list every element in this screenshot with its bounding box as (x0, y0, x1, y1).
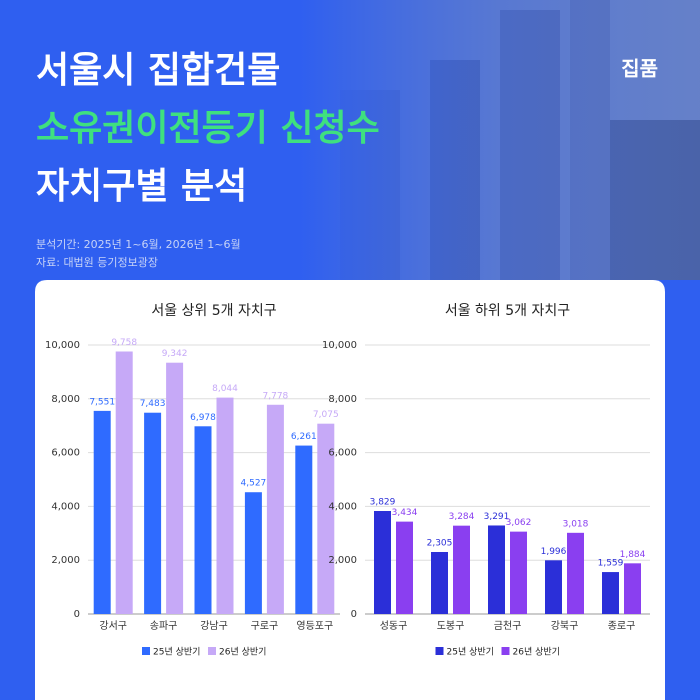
bar (545, 560, 562, 614)
value-label: 1,884 (620, 550, 646, 560)
value-label: 3,062 (506, 518, 532, 528)
bar (295, 445, 313, 614)
chart-title: 서울 하위 5개 자치구 (445, 303, 570, 319)
value-label: 3,018 (563, 519, 589, 529)
y-tick-label: 6,000 (328, 448, 357, 459)
legend-label: 26년 상반기 (219, 647, 266, 658)
bar (453, 525, 470, 614)
x-tick-label: 금천구 (494, 620, 522, 632)
legend-label: 25년 상반기 (447, 647, 494, 658)
title: 소유권이전등기 신청수 (36, 108, 380, 149)
y-tick-label: 8,000 (51, 394, 80, 405)
value-label: 7,778 (263, 391, 289, 401)
bar (431, 551, 448, 614)
value-label: 3,291 (484, 512, 510, 522)
value-label: 3,434 (392, 508, 418, 518)
x-tick-label: 강서구 (99, 620, 127, 632)
x-tick-label: 영등포구 (296, 620, 333, 632)
logo: 집품 (621, 57, 658, 81)
x-tick-label: 구로구 (251, 621, 279, 632)
value-label: 8,044 (212, 384, 238, 394)
bar (244, 492, 262, 614)
x-tick-label: 강남구 (200, 620, 228, 632)
value-label: 6,261 (291, 432, 317, 442)
x-tick-label: 송파구 (150, 620, 178, 632)
y-tick-label: 0 (351, 609, 357, 620)
legend-swatch (208, 647, 216, 655)
x-tick-label: 강북구 (551, 620, 579, 632)
value-label: 1,996 (541, 547, 567, 557)
bar (93, 410, 111, 614)
period: 분석기간: 2025년 1~6월, 2026년 1~6월 (36, 238, 241, 251)
y-tick-label: 2,000 (51, 555, 80, 566)
y-tick-label: 4,000 (328, 501, 357, 512)
bar (624, 563, 641, 614)
legend-label: 26년 상반기 (513, 647, 560, 658)
y-tick-label: 10,000 (45, 340, 80, 351)
bar (194, 426, 212, 614)
bar (166, 362, 184, 614)
y-tick-label: 2,000 (328, 555, 357, 566)
value-label: 3,284 (449, 512, 475, 522)
y-tick-label: 6,000 (51, 448, 80, 459)
x-tick-label: 성동구 (380, 620, 408, 632)
bar (488, 525, 505, 614)
value-label: 4,527 (241, 479, 267, 489)
legend-swatch (435, 647, 444, 655)
title: 자치구별 분석 (36, 166, 247, 207)
x-tick-label: 도봉구 (437, 620, 465, 632)
y-tick-label: 10,000 (322, 340, 357, 351)
value-label: 9,342 (162, 349, 188, 359)
bar (374, 510, 391, 614)
value-label: 2,305 (427, 538, 453, 548)
legend-swatch (501, 647, 510, 655)
chart-title: 서울 상위 5개 자치구 (151, 303, 276, 319)
y-tick-label: 8,000 (328, 394, 357, 405)
city-photo (300, 0, 700, 280)
value-label: 3,829 (370, 497, 396, 507)
legend-label: 25년 상반기 (153, 647, 200, 658)
panel (35, 280, 665, 700)
value-label: 7,551 (89, 397, 115, 407)
y-tick-label: 0 (74, 609, 80, 620)
bar (317, 423, 335, 614)
bar (602, 572, 619, 614)
x-tick-label: 종로구 (608, 620, 636, 632)
bar (115, 351, 133, 614)
value-label: 6,978 (190, 413, 216, 423)
bar (396, 521, 413, 614)
legend-swatch (142, 647, 150, 655)
bar (510, 531, 527, 614)
bar (567, 532, 584, 614)
title: 서울시 집합건물 (36, 50, 280, 91)
bar (144, 412, 162, 614)
value-label: 7,483 (140, 399, 166, 409)
y-tick-label: 4,000 (51, 501, 80, 512)
value-label: 7,075 (313, 410, 339, 420)
bar (266, 404, 284, 614)
source: 자료: 대법원 등기정보광장 (36, 256, 158, 269)
bar (216, 397, 234, 614)
value-label: 1,559 (598, 559, 624, 569)
value-label: 9,758 (111, 338, 137, 348)
